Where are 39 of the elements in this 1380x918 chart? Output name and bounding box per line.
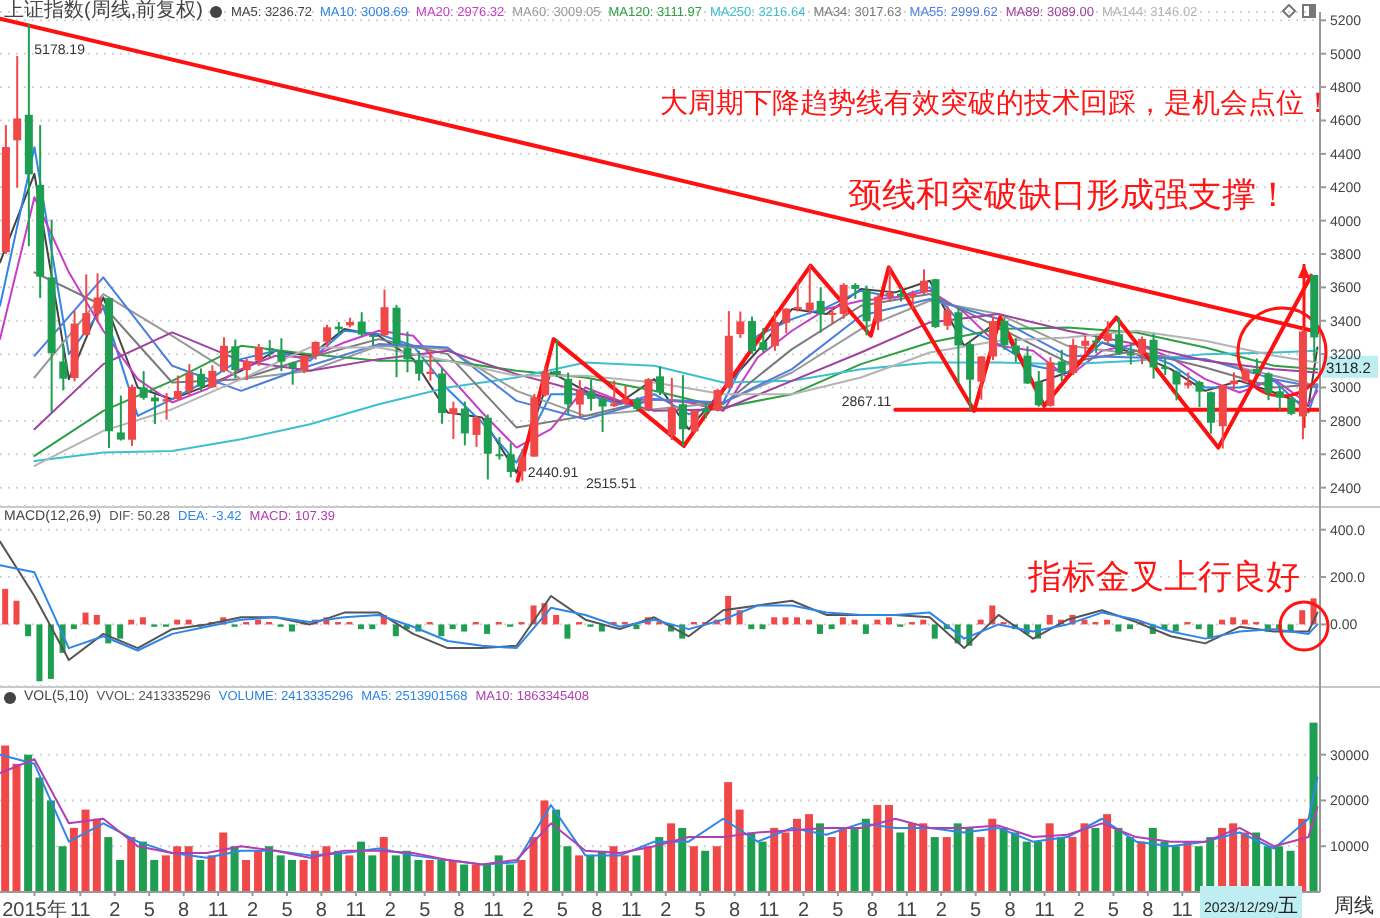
x-tick-label: 5: [143, 900, 156, 918]
x-tick-label: 11: [345, 900, 368, 918]
x-tick-label: 2: [660, 900, 673, 918]
x-tick-label: 5: [694, 900, 707, 918]
x-tick-label: 2: [384, 900, 397, 918]
x-tick-label: 8: [729, 900, 742, 918]
x-tick-label: 11: [896, 900, 919, 918]
x-tick-label: 5: [419, 900, 432, 918]
x-tick-label: 8: [315, 900, 328, 918]
x-tick-label: 5: [970, 900, 983, 918]
x-tick-label: 8: [591, 900, 604, 918]
x-tick-label: 8: [453, 900, 466, 918]
x-tick-label: 5: [832, 900, 845, 918]
x-tick-label: 11: [1171, 900, 1194, 918]
annotation: 颈线和突破缺口形成强支撑！: [848, 176, 1290, 214]
x-tick-label: 11: [620, 900, 643, 918]
x-tick-label: 2: [246, 900, 259, 918]
text: 周线: [1334, 896, 1374, 918]
x-tick-label: 2: [1073, 900, 1086, 918]
x-tick-label: 11: [758, 900, 781, 918]
x-tick-label: 8: [1142, 900, 1155, 918]
x-tick-label: 11: [483, 900, 505, 918]
x-tick-label: 5: [281, 900, 294, 918]
x-tick-label: 11: [207, 900, 230, 918]
x-tick-label: 2: [797, 900, 810, 918]
x-tick-label: 2: [109, 900, 122, 918]
x-tick-label: 2: [935, 900, 948, 918]
annotation: 大周期下降趋势线有效突破的技术回踩，是机会点位！: [660, 86, 1332, 118]
x-tick-label: 8: [866, 900, 879, 918]
x-tick-label: 11: [1034, 900, 1056, 918]
annotation: 指标金叉上行良好: [1028, 558, 1300, 596]
chart-title: 上证指数(周线,前复权): [4, 0, 203, 22]
x-tick-label: 11: [69, 900, 92, 918]
x-tick-label: 8: [178, 900, 191, 918]
x-tick-label: 8: [1004, 900, 1017, 918]
x-tick-label: 5: [556, 900, 569, 918]
x-tick-label: 2: [522, 900, 535, 918]
x-tick-label: 5: [1107, 900, 1120, 918]
x-tick-label: 2015年: [2, 898, 67, 918]
